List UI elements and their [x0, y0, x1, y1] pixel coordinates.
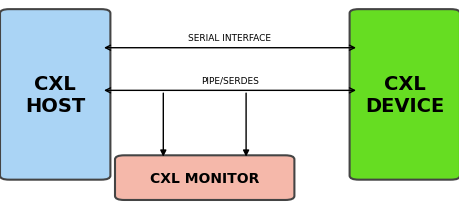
FancyBboxPatch shape: [349, 10, 459, 180]
FancyBboxPatch shape: [115, 156, 294, 200]
Text: CXL
DEVICE: CXL DEVICE: [364, 75, 443, 115]
Text: PIPE/SERDES: PIPE/SERDES: [201, 76, 258, 85]
Text: CXL MONITOR: CXL MONITOR: [150, 171, 259, 185]
Text: SERIAL INTERFACE: SERIAL INTERFACE: [188, 34, 271, 42]
Text: CXL
HOST: CXL HOST: [25, 75, 85, 115]
FancyBboxPatch shape: [0, 10, 110, 180]
